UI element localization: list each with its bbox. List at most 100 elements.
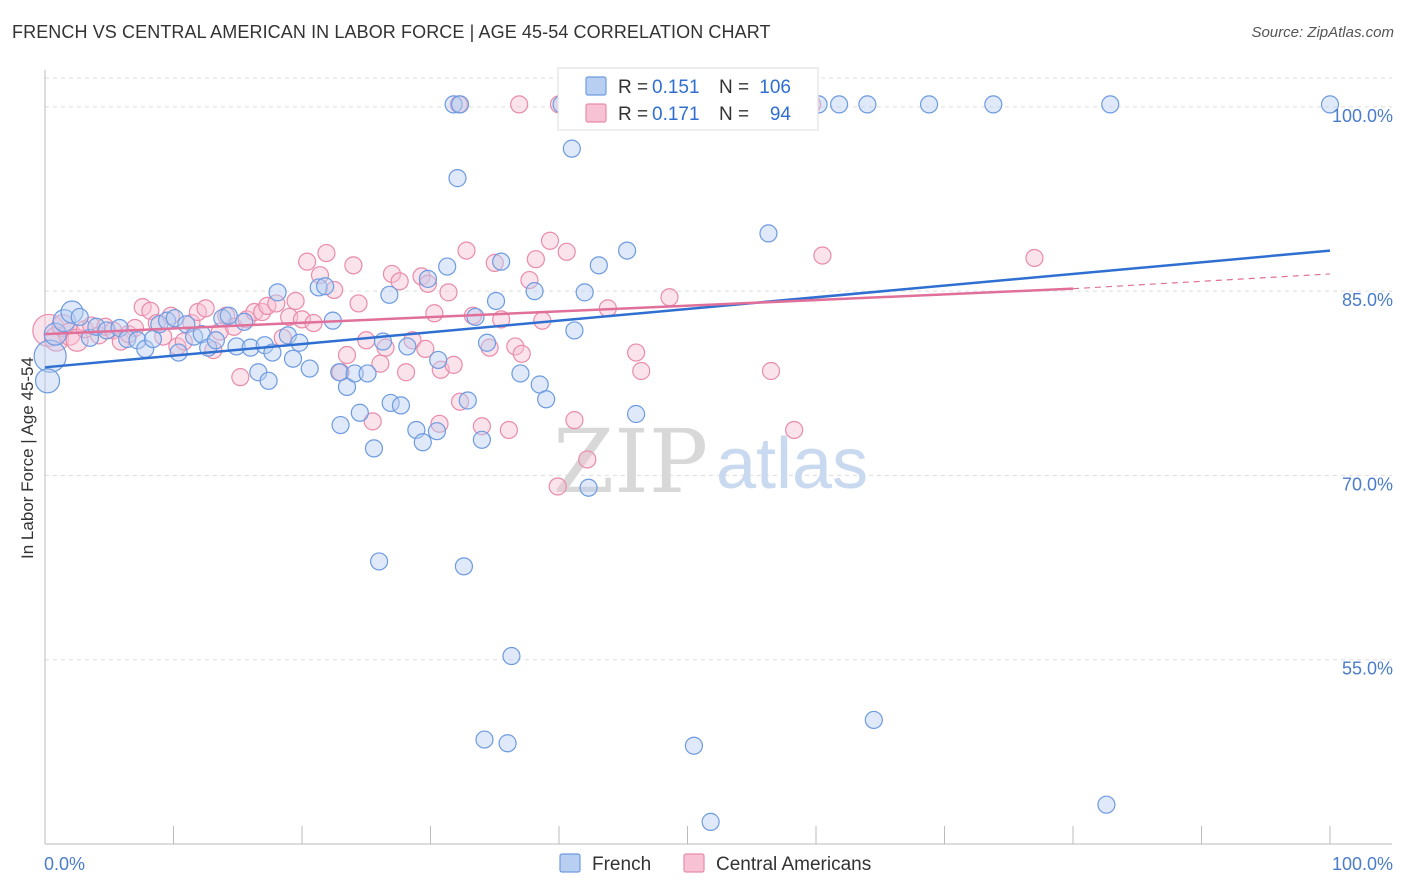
french-point bbox=[1320, 95, 1340, 114]
french-point bbox=[398, 337, 417, 356]
central-americans-point bbox=[526, 250, 545, 269]
central-americans-point bbox=[416, 339, 435, 358]
trend-lines bbox=[44, 249, 1331, 369]
legend-n-value-central-americans: 94 bbox=[770, 104, 792, 125]
central-americans-point bbox=[660, 288, 679, 307]
central-americans-point bbox=[317, 243, 336, 263]
central-americans-point bbox=[548, 477, 567, 496]
central-americans-point bbox=[457, 241, 476, 260]
french-point bbox=[380, 285, 399, 304]
legend-label-central-americans: Central Americans bbox=[716, 854, 871, 875]
french-point bbox=[427, 422, 447, 441]
central-americans-trend-extension bbox=[1072, 273, 1331, 290]
french-point bbox=[169, 343, 188, 362]
gridlines bbox=[45, 77, 1392, 661]
central-americans-point bbox=[813, 246, 832, 265]
french-point bbox=[511, 364, 530, 383]
french-point bbox=[259, 371, 278, 390]
legend-swatch-central-americans bbox=[683, 853, 705, 873]
central-americans-point bbox=[506, 337, 525, 356]
french-point bbox=[309, 278, 328, 297]
french-point bbox=[206, 331, 226, 350]
central-americans-point bbox=[626, 343, 646, 362]
french-point bbox=[60, 300, 84, 324]
central-americans-point bbox=[337, 345, 357, 365]
central-americans-point bbox=[425, 304, 444, 323]
french-point bbox=[165, 309, 184, 328]
french-point bbox=[300, 359, 319, 378]
french-point bbox=[34, 368, 61, 394]
central-americans-point bbox=[325, 280, 344, 300]
central-americans-trend-line bbox=[44, 287, 1074, 336]
french-point bbox=[830, 95, 849, 114]
central-americans-point bbox=[396, 363, 416, 382]
french-point bbox=[575, 283, 594, 302]
axes bbox=[44, 70, 1392, 845]
central-americans-point bbox=[510, 95, 529, 114]
legend-n-value-french: 106 bbox=[759, 77, 791, 98]
central-americans-point bbox=[1025, 248, 1044, 268]
central-americans-point bbox=[485, 253, 504, 272]
central-americans-point bbox=[430, 414, 449, 433]
central-americans-point bbox=[390, 272, 409, 291]
correlation-legend: R = 0.151 N = 106 R = 0.171 N = 94 bbox=[557, 67, 819, 131]
french-point bbox=[919, 95, 939, 114]
french-point bbox=[33, 339, 67, 373]
french-point bbox=[391, 396, 411, 415]
legend-r-value-french: 0.151 bbox=[652, 77, 700, 98]
legend-swatch-french bbox=[585, 76, 607, 96]
french-point bbox=[429, 350, 448, 370]
central-americans-point bbox=[540, 231, 560, 250]
x-tick-label-max: 100.0% bbox=[1332, 854, 1393, 874]
french-point bbox=[684, 736, 704, 755]
central-americans-point bbox=[565, 411, 584, 430]
french-point bbox=[350, 403, 369, 422]
french-point bbox=[283, 349, 303, 368]
french-trend-line bbox=[44, 249, 1331, 369]
legend-n-label: N = bbox=[719, 104, 749, 125]
french-point bbox=[219, 306, 238, 325]
x-tick-label-min: 0.0% bbox=[44, 854, 85, 874]
french-point bbox=[498, 734, 517, 753]
source-label: Source: ZipAtlas.com bbox=[1251, 24, 1394, 41]
french-point bbox=[454, 557, 474, 576]
central-americans-point bbox=[298, 252, 317, 271]
french-point bbox=[759, 224, 778, 243]
central-americans-point bbox=[632, 361, 651, 381]
watermark-atlas: atlas bbox=[716, 424, 868, 504]
legend-row-french: R = 0.151 N = 106 bbox=[585, 76, 791, 98]
french-point bbox=[486, 291, 506, 311]
central-americans-point bbox=[231, 368, 250, 387]
french-point bbox=[450, 95, 470, 114]
legend-r-value-central-americans: 0.171 bbox=[652, 104, 700, 125]
central-americans-point bbox=[344, 256, 363, 275]
french-point bbox=[562, 139, 581, 158]
central-americans-point bbox=[196, 299, 215, 318]
central-americans-point bbox=[363, 412, 382, 431]
french-point bbox=[268, 283, 287, 302]
french-point bbox=[448, 169, 467, 188]
central-americans-point bbox=[480, 338, 499, 357]
central-americans-point bbox=[450, 392, 470, 411]
french-point bbox=[364, 439, 384, 458]
central-americans-point bbox=[286, 291, 305, 311]
central-americans-point bbox=[512, 344, 531, 363]
french-point bbox=[444, 95, 463, 114]
chart-title: FRENCH VS CENTRAL AMERICAN IN LABOR FORC… bbox=[12, 22, 771, 42]
french-point bbox=[579, 478, 598, 497]
watermark: ZIP atlas bbox=[553, 410, 868, 513]
y-tick-labels: 55.0% 70.0% 85.0% 100.0% bbox=[1332, 106, 1393, 679]
french-point bbox=[466, 307, 485, 327]
french-point bbox=[331, 415, 350, 435]
legend-swatch-french bbox=[559, 853, 581, 873]
series-legend: French Central Americans bbox=[559, 853, 871, 875]
french-point bbox=[701, 812, 720, 831]
french-point bbox=[492, 252, 511, 271]
central-americans-points bbox=[32, 95, 1044, 496]
central-americans-point bbox=[237, 310, 256, 329]
french-point bbox=[70, 307, 89, 327]
central-americans-point bbox=[444, 355, 463, 374]
french-point bbox=[255, 336, 274, 355]
y-axis-label: In Labor Force | Age 45-54 bbox=[18, 357, 37, 559]
